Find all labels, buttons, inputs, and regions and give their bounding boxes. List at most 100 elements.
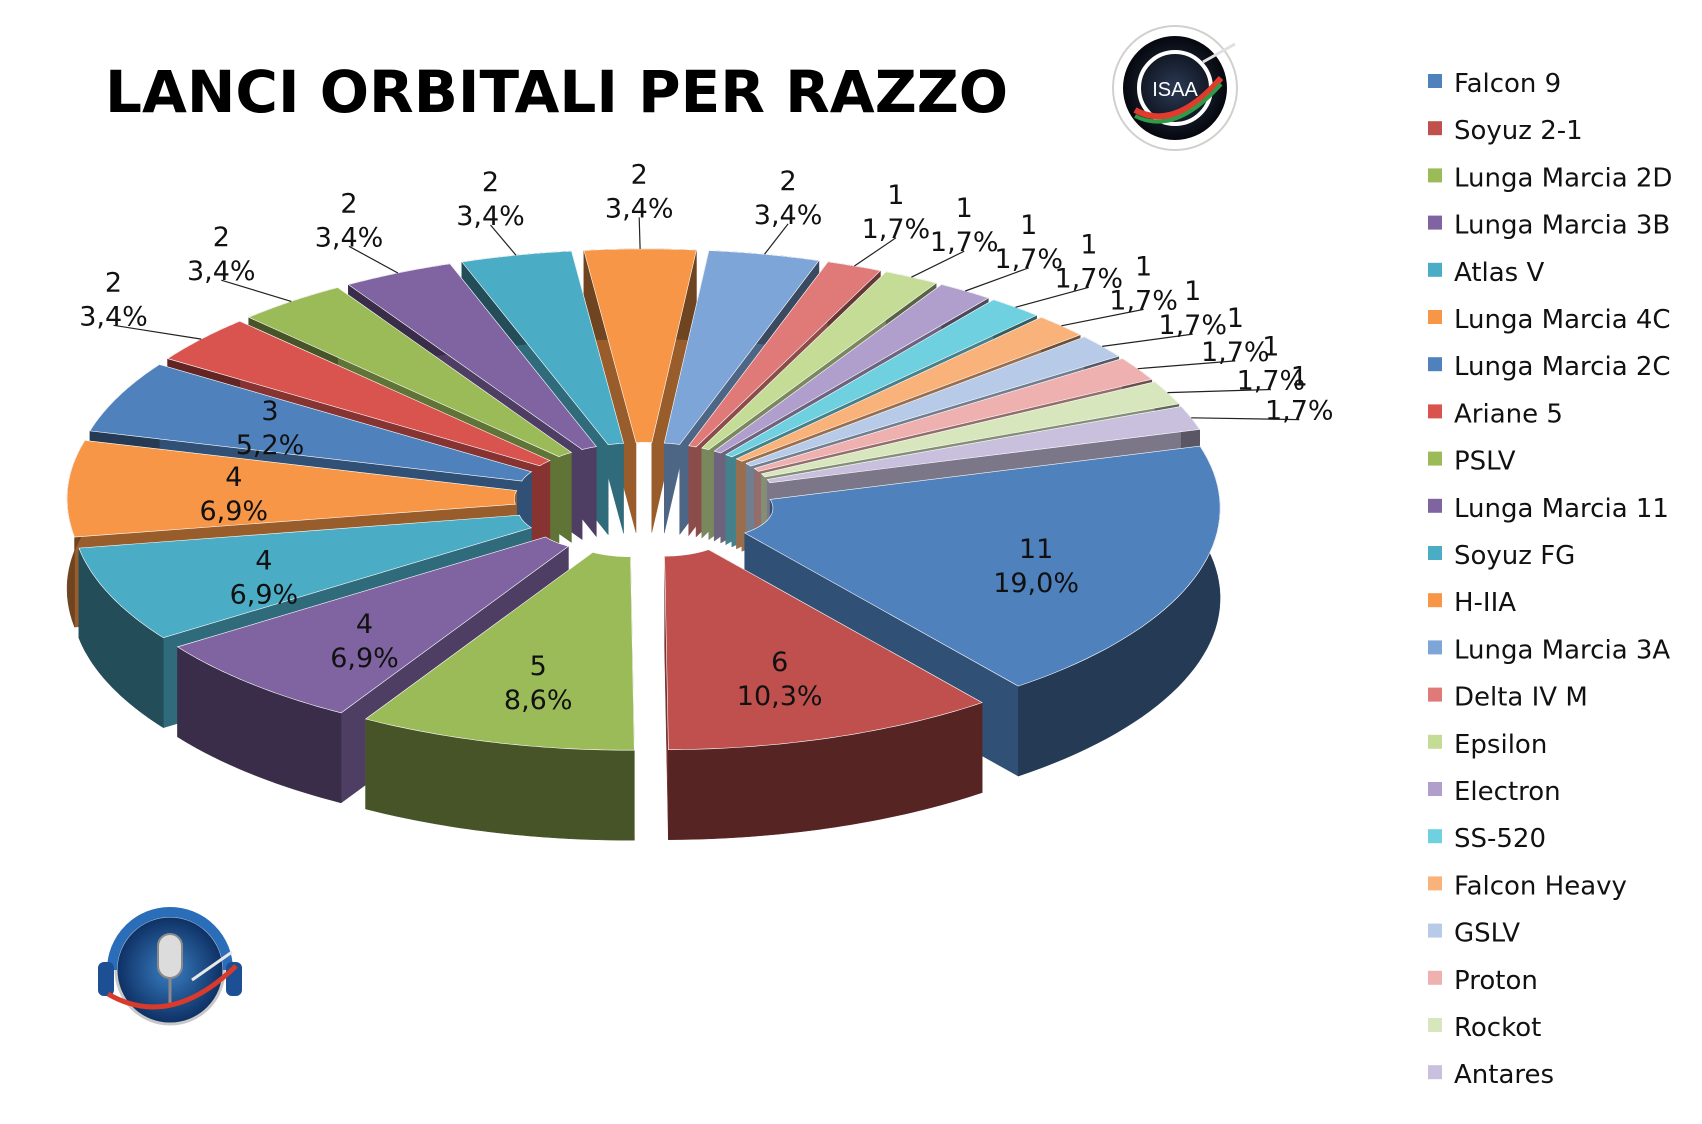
slice-lunga-marcia-3a	[663, 250, 820, 445]
legend-label-18: GSLV	[1454, 919, 1520, 949]
isaa-logo: ISAA	[1112, 25, 1238, 151]
legend-swatch-21	[1428, 1065, 1442, 1080]
legend-label-1: Soyuz 2-1	[1454, 116, 1583, 146]
data-label-value-8: 2	[213, 222, 230, 253]
data-label-percent-2: 8,6%	[504, 685, 573, 716]
legend-label-8: PSLV	[1454, 447, 1516, 477]
legend-label-13: Delta IV M	[1454, 683, 1588, 713]
legend-swatch-12	[1428, 640, 1442, 655]
legend-label-2: Lunga Marcia 2D	[1454, 163, 1672, 193]
data-label-percent-5: 6,9%	[199, 496, 268, 527]
data-label-value-7: 2	[105, 267, 122, 298]
slice-soyuz-fg	[461, 250, 624, 446]
legend-label-4: Atlas V	[1454, 258, 1544, 288]
leader-line-10	[490, 224, 517, 256]
data-label-percent-14: 1,7%	[930, 227, 999, 258]
legend-swatch-0	[1428, 74, 1442, 88]
data-label-percent-11: 3,4%	[605, 193, 674, 224]
data-label-value-20: 1	[1262, 332, 1279, 363]
legend-swatch-7	[1428, 404, 1442, 419]
legend-label-7: Ariane 5	[1454, 399, 1563, 429]
slice-rockot	[760, 381, 1180, 478]
legend-swatch-5	[1428, 310, 1442, 324]
slice-falcon-heavy	[735, 316, 1081, 462]
data-label-value-13: 1	[887, 180, 904, 211]
legend-swatch-10	[1428, 546, 1442, 560]
data-label-percent-7: 3,4%	[79, 301, 148, 332]
data-label-value-14: 1	[956, 193, 973, 224]
slice-electron	[713, 284, 990, 454]
legend-swatch-20	[1428, 1018, 1442, 1032]
data-label-value-15: 1	[1020, 210, 1037, 241]
leader-line-19	[1137, 360, 1236, 370]
data-label-percent-13: 1,7%	[862, 214, 931, 245]
slice-ss-520	[725, 299, 1038, 458]
legend-swatch-1	[1428, 121, 1442, 136]
slice-soyuz-2-1	[664, 549, 983, 751]
data-label-value-5: 4	[225, 462, 242, 493]
slice-atlas-v	[78, 514, 532, 639]
legend-swatch-8	[1428, 451, 1442, 466]
data-label-value-1: 6	[771, 647, 788, 678]
legend-swatch-17	[1428, 876, 1442, 891]
slice-lunga-marcia-4c	[66, 440, 518, 538]
slice-lunga-marcia-2c	[89, 364, 533, 482]
podcast-logo	[98, 907, 242, 1026]
slice-proton	[753, 358, 1153, 472]
leader-line-15	[965, 267, 1029, 292]
data-label-value-19: 1	[1227, 303, 1244, 334]
legend-swatch-19	[1428, 970, 1442, 985]
slice-delta-iv-m	[688, 261, 882, 448]
legend-swatch-16	[1428, 829, 1442, 844]
legend: Falcon 9 Soyuz 2-1 Lunga Marcia 2D Lunga Ma…	[1428, 69, 1672, 1090]
legend-swatch-18	[1428, 923, 1442, 938]
legend-label-10: Soyuz FG	[1454, 541, 1575, 571]
legend-label-17: Falcon Heavy	[1454, 871, 1627, 901]
legend-label-5: Lunga Marcia 4C	[1454, 305, 1671, 335]
data-label-percent-21: 1,7%	[1265, 396, 1334, 427]
leader-line-11	[638, 217, 641, 249]
data-label-value-6: 3	[261, 396, 278, 427]
legend-swatch-9	[1428, 498, 1442, 513]
data-label-percent-0: 19,0%	[993, 568, 1079, 599]
data-label-percent-1: 10,3%	[737, 681, 823, 712]
legend-label-21: Antares	[1454, 1060, 1554, 1090]
data-label-percent-20: 1,7%	[1237, 366, 1306, 397]
slice-pslv	[247, 287, 573, 458]
pie-top-layer	[66, 248, 1221, 751]
data-label-percent-19: 1,7%	[1201, 337, 1270, 368]
legend-swatch-13	[1428, 687, 1442, 702]
leader-line-16	[1015, 286, 1089, 308]
data-labels: 1119,0%610,3%58,6%46,9%46,9%46,9%35,2%23…	[79, 159, 1333, 716]
slice-h-iia	[583, 248, 697, 444]
data-label-value-2: 5	[530, 651, 547, 682]
legend-label-16: SS-520	[1454, 824, 1546, 854]
legend-label-11: H-IIA	[1454, 588, 1516, 618]
leader-line-21	[1191, 417, 1300, 421]
legend-label-12: Lunga Marcia 3A	[1454, 635, 1670, 665]
data-label-value-17: 1	[1135, 251, 1152, 282]
isaa-logo-text: ISAA	[1152, 79, 1198, 101]
slice-epsilon	[701, 271, 937, 450]
data-label-percent-18: 1,7%	[1158, 310, 1227, 341]
slice-falcon-9	[743, 445, 1221, 687]
data-label-value-10: 2	[482, 167, 499, 198]
data-label-percent-12: 3,4%	[754, 200, 823, 231]
legend-label-0: Falcon 9	[1454, 69, 1561, 99]
data-label-value-11: 2	[631, 159, 648, 190]
leader-line-8	[221, 279, 292, 302]
legend-label-15: Electron	[1454, 777, 1561, 807]
data-label-value-12: 2	[780, 166, 797, 197]
data-label-percent-16: 1,7%	[1054, 263, 1123, 294]
leader-line-7	[113, 324, 202, 340]
slice-lunga-marcia-11	[347, 263, 597, 451]
data-label-value-16: 1	[1080, 229, 1097, 260]
legend-swatch-11	[1428, 593, 1442, 608]
legend-label-6: Lunga Marcia 2C	[1454, 352, 1671, 382]
data-label-value-0: 11	[1019, 534, 1053, 565]
data-label-percent-9: 3,4%	[315, 222, 384, 253]
leader-line-13	[854, 237, 897, 267]
leader-line-12	[764, 223, 789, 255]
data-label-value-9: 2	[340, 188, 357, 219]
